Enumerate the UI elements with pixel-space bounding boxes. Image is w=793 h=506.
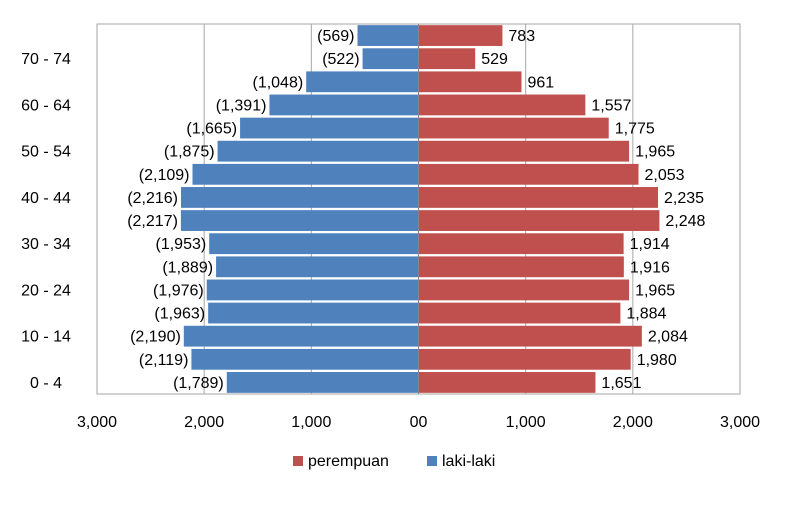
bar-laki-laki-2 <box>183 325 419 347</box>
data-label-laki-laki-10: (1,875) <box>164 144 215 161</box>
bar-laki-laki-12 <box>269 94 419 116</box>
bar-laki-laki-5 <box>216 256 419 278</box>
legend-label-perempuan: perempuan <box>308 453 389 470</box>
bar-laki-laki-1 <box>191 348 419 370</box>
category-label-5: 50 - 54 <box>21 144 71 161</box>
data-label-perempuan-4: 1,965 <box>635 282 675 299</box>
data-label-laki-laki-14: (522) <box>322 51 359 68</box>
bar-laki-laki-3 <box>208 302 419 324</box>
data-label-laki-laki-1: (2,119) <box>139 352 189 369</box>
bar-perempuan-1 <box>418 348 631 370</box>
bar-perempuan-3 <box>418 302 621 324</box>
bar-perempuan-6 <box>418 233 624 255</box>
data-label-perempuan-13: 961 <box>527 74 554 91</box>
bar-laki-laki-0 <box>226 372 419 393</box>
bar-laki-laki-10 <box>217 140 419 162</box>
data-label-perempuan-3: 1,884 <box>626 306 666 323</box>
bar-laki-laki-13 <box>306 71 419 93</box>
data-label-laki-laki-0: (1,789) <box>173 375 224 392</box>
plot-area: (1,789) (2,119) (2,190) (1,963) (1,976) (1,88… <box>21 23 760 431</box>
category-label-6: 60 - 64 <box>21 97 71 114</box>
category-label-0: 0 - 4 <box>30 375 62 392</box>
data-label-perempuan-14: 529 <box>481 51 508 68</box>
data-label-perempuan-12: 1,557 <box>591 97 631 114</box>
category-label-3: 30 - 34 <box>21 236 71 253</box>
data-label-laki-laki-2: (2,190) <box>130 329 181 346</box>
data-label-perempuan-5: 1,916 <box>630 259 670 276</box>
bar-perempuan-13 <box>418 71 522 93</box>
legend-swatch-laki-laki <box>427 456 437 466</box>
bar-laki-laki-8 <box>181 187 419 208</box>
bar-laki-laki-14 <box>362 48 419 70</box>
data-label-laki-laki-13: (1,048) <box>252 74 303 91</box>
x-tick-label-6: 3,000 <box>720 414 760 431</box>
legend-swatch-perempuan <box>293 456 303 466</box>
bar-perempuan-0 <box>418 372 596 393</box>
bar-perempuan-15 <box>418 25 503 46</box>
x-tick-label-5: 2,000 <box>613 414 653 431</box>
category-label-4: 40 - 44 <box>21 190 71 207</box>
category-label-2: 20 - 24 <box>21 282 71 299</box>
legend: perempuan laki-laki <box>293 453 495 470</box>
data-label-perempuan-11: 1,775 <box>615 121 655 138</box>
bar-laki-laki-4 <box>206 279 419 301</box>
data-label-perempuan-2: 2,084 <box>648 329 688 346</box>
data-label-laki-laki-3: (1,963) <box>154 306 205 323</box>
bar-perempuan-8 <box>418 187 659 208</box>
bar-perempuan-9 <box>418 163 639 185</box>
data-label-laki-laki-4: (1,976) <box>153 282 204 299</box>
x-tick-label-2: 1,000 <box>291 414 331 431</box>
bar-perempuan-12 <box>418 94 586 116</box>
bar-perempuan-4 <box>418 279 630 301</box>
x-tick-label-4: 1,000 <box>506 414 546 431</box>
bar-perempuan-11 <box>418 117 609 139</box>
bar-laki-laki-9 <box>192 163 419 185</box>
data-label-laki-laki-7: (2,217) <box>127 213 178 230</box>
bar-laki-laki-6 <box>209 233 419 255</box>
bar-laki-laki-15 <box>357 25 419 46</box>
data-label-perempuan-15: 783 <box>508 28 535 45</box>
data-label-perempuan-8: 2,235 <box>664 190 704 207</box>
data-label-laki-laki-5: (1,889) <box>162 259 213 276</box>
bar-perempuan-10 <box>418 140 630 162</box>
data-label-laki-laki-12: (1,391) <box>216 97 267 114</box>
bar-laki-laki-7 <box>180 210 419 231</box>
x-tick-label-3: 00 <box>410 414 428 431</box>
data-label-perempuan-0: 1,651 <box>601 375 641 392</box>
data-label-perempuan-10: 1,965 <box>635 144 675 161</box>
bar-perempuan-7 <box>418 210 660 231</box>
legend-label-laki-laki: laki-laki <box>442 453 495 470</box>
data-label-laki-laki-6: (1,953) <box>156 236 207 253</box>
data-label-laki-laki-11: (1,665) <box>186 121 237 138</box>
bar-laki-laki-11 <box>240 117 419 139</box>
data-label-laki-laki-8: (2,216) <box>127 190 178 207</box>
x-tick-label-0: 3,000 <box>77 414 117 431</box>
bar-perempuan-2 <box>418 325 642 347</box>
x-tick-label-1: 2,000 <box>184 414 224 431</box>
category-label-7: 70 - 74 <box>21 51 71 68</box>
category-label-1: 10 - 14 <box>21 329 71 346</box>
data-label-perempuan-6: 1,914 <box>630 236 670 253</box>
data-label-perempuan-1: 1,980 <box>637 352 677 369</box>
bar-perempuan-5 <box>418 256 624 278</box>
data-label-laki-laki-9: (2,109) <box>139 167 190 184</box>
bar-perempuan-14 <box>418 48 476 70</box>
data-label-perempuan-9: 2,053 <box>645 167 685 184</box>
data-label-perempuan-7: 2,248 <box>665 213 705 230</box>
data-label-laki-laki-15: (569) <box>317 28 354 45</box>
